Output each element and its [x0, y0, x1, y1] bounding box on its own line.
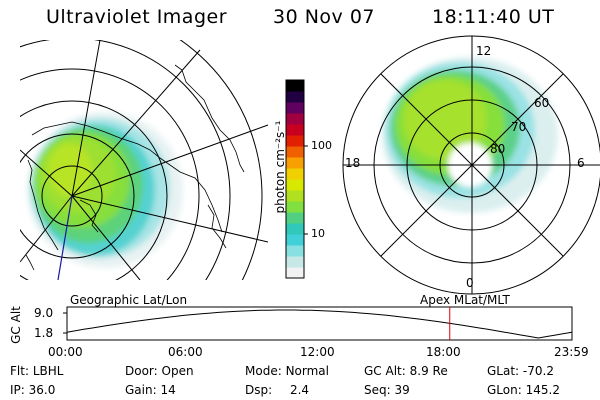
door-status: Door: Open [125, 364, 194, 378]
time-label: 18:11:40 UT [432, 6, 555, 28]
colorbar-segment [286, 157, 304, 169]
gcalt-label: GC Alt: [364, 364, 406, 378]
timeline-ytick-9: 9.0 [34, 306, 54, 320]
filter-value: LBHL [32, 364, 64, 378]
colorbar-segment [286, 168, 304, 180]
ip-status: IP: 36.0 [10, 383, 55, 397]
timeline-xtick-4: 23:59 [554, 345, 589, 359]
left-map-caption: Geographic Lat/Lon [70, 293, 188, 307]
colorbar-tick-100: 100 [311, 139, 332, 152]
colorbar-segment [286, 146, 304, 158]
right-aurora-emission [382, 57, 558, 213]
glon-label: GLon: [487, 383, 522, 397]
gcalt-value: 8.9 Re [409, 364, 448, 378]
mlat-label-70: 70 [511, 120, 527, 134]
colorbar-segment [286, 179, 304, 191]
altitude-curve [66, 309, 573, 339]
mlt-spokes [343, 36, 600, 294]
colorbar-segment [286, 256, 304, 268]
mlat-label-80: 80 [490, 142, 506, 156]
mode-status: Mode: Normal [245, 364, 329, 378]
colorbar-segment [286, 102, 304, 114]
door-label: Door: [125, 364, 158, 378]
lat-circles [20, 40, 263, 280]
mlt-label-0: 0 [466, 276, 474, 290]
timeline-xtick-0: 00:00 [48, 345, 83, 359]
mode-label: Mode: [245, 364, 282, 378]
ip-value: 36.0 [28, 383, 56, 397]
gain-label: Gain: [125, 383, 157, 397]
glon-value: 145.2 [525, 383, 560, 397]
colorbar-tick-10: 10 [311, 227, 325, 240]
coastlines [25, 64, 245, 271]
seq-label: Seq: [364, 383, 391, 397]
colorbar-segment [286, 212, 304, 224]
mlat-label-60: 60 [534, 96, 550, 110]
polar-map [342, 35, 600, 295]
timeline-xtick-3: 18:00 [426, 345, 461, 359]
mode-value: Normal [285, 364, 329, 378]
glat-value: -70.2 [522, 364, 554, 378]
timeline-ylabel: GC Alt [9, 306, 23, 344]
dsp-value: 2.4 [289, 383, 310, 397]
mlt-label-6: 6 [577, 156, 585, 170]
dsp-status: Dsp: 2.4 [245, 383, 309, 397]
meridian-line [57, 195, 73, 280]
colorbar-segment [286, 190, 304, 202]
instrument-title: Ultraviolet Imager [46, 6, 228, 28]
orbit-timeline [63, 306, 573, 341]
door-value: Open [161, 364, 194, 378]
colorbar [285, 79, 305, 279]
colorbar-segment [286, 201, 304, 213]
colorbar-ticks [304, 145, 308, 235]
seq-value: 39 [394, 383, 410, 397]
gain-value: 14 [160, 383, 176, 397]
colorbar-segment [286, 234, 304, 246]
timeline-ytick-1: 1.8 [34, 326, 54, 340]
colorbar-segment [286, 267, 304, 279]
glon-status: GLon: 145.2 [487, 383, 560, 397]
timeline-xtick-1: 06:00 [168, 345, 203, 359]
ip-label: IP: [10, 383, 25, 397]
colorbar-unit-label: photon cm⁻²s⁻¹ [273, 120, 287, 214]
filter-label: Flt: [10, 364, 29, 378]
gain-status: Gain: 14 [125, 383, 176, 397]
dsp-label: Dsp: [245, 383, 273, 397]
geographic-map [20, 40, 269, 280]
glat-status: GLat: -70.2 [487, 364, 554, 378]
glat-label: GLat: [487, 364, 520, 378]
mlt-label-12: 12 [476, 44, 492, 58]
seq-status: Seq: 39 [364, 383, 410, 397]
date-label: 30 Nov 07 [273, 6, 376, 28]
gcalt-status: GC Alt: 8.9 Re [364, 364, 448, 378]
colorbar-segment [286, 113, 304, 125]
colorbar-segment [286, 124, 304, 136]
colorbar-segment [286, 245, 304, 257]
colorbar-border [285, 79, 305, 279]
colorbar-segment [286, 91, 304, 103]
colorbar-segment [286, 80, 304, 92]
filter-status: Flt: LBHL [10, 364, 63, 378]
timeline-xtick-2: 12:00 [300, 345, 335, 359]
right-map-caption: Apex MLat/MLT [420, 293, 510, 307]
colorbar-segment [286, 223, 304, 235]
left-aurora-emission [27, 112, 183, 268]
lon-lines [20, 40, 269, 280]
colorbar-segment [286, 135, 304, 147]
mlt-label-18: 18 [345, 156, 361, 170]
